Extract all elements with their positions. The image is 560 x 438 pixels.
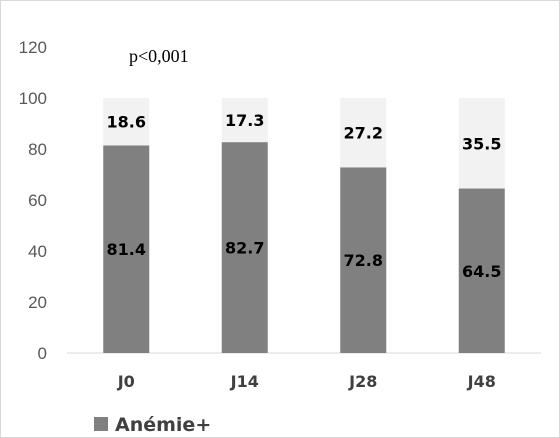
data-label: 82.7: [225, 239, 264, 258]
y-tick-label: 80: [28, 140, 47, 159]
bars: 81.4 18.6 82.7 17.3 72.8 27.2 64.5 35.5: [103, 98, 505, 353]
bar-segment: [340, 167, 387, 353]
data-label: 18.6: [107, 113, 146, 132]
x-tick-label: J28: [348, 372, 377, 391]
bar-segment: [458, 188, 505, 353]
y-tick-label: 0: [38, 344, 47, 363]
bar-segment: [221, 142, 268, 353]
bar-segment: [103, 98, 150, 146]
y-tick-label: 60: [28, 191, 47, 210]
data-label: 81.4: [107, 240, 146, 259]
legend-label-anemie: Anémie+: [115, 414, 211, 436]
legend-swatch-anemie: [94, 417, 108, 431]
data-label: 64.5: [462, 262, 501, 281]
x-tick-label: J0: [117, 372, 135, 391]
y-tick-label: 120: [19, 38, 47, 57]
data-label: 35.5: [462, 134, 501, 153]
data-label: 27.2: [344, 124, 383, 143]
x-tick-label: J48: [467, 372, 496, 391]
y-tick-label: 100: [19, 89, 47, 108]
x-axis-labels: J0 J14 J28 J48: [117, 372, 496, 391]
bar-segment: [103, 145, 150, 353]
bar-segment: [340, 98, 387, 168]
y-tick-label: 20: [28, 293, 47, 312]
bar-segment: [458, 98, 505, 189]
x-tick-label: J14: [230, 372, 259, 391]
y-axis-ticks: 0 20 40 60 80 100 120: [19, 38, 47, 363]
bar-segment: [221, 98, 268, 143]
data-label: 72.8: [344, 251, 383, 270]
y-tick-label: 40: [28, 242, 47, 261]
legend: Anémie+: [94, 414, 211, 436]
p-value-annotation: p<0,001: [129, 46, 189, 66]
data-label: 17.3: [225, 111, 264, 130]
